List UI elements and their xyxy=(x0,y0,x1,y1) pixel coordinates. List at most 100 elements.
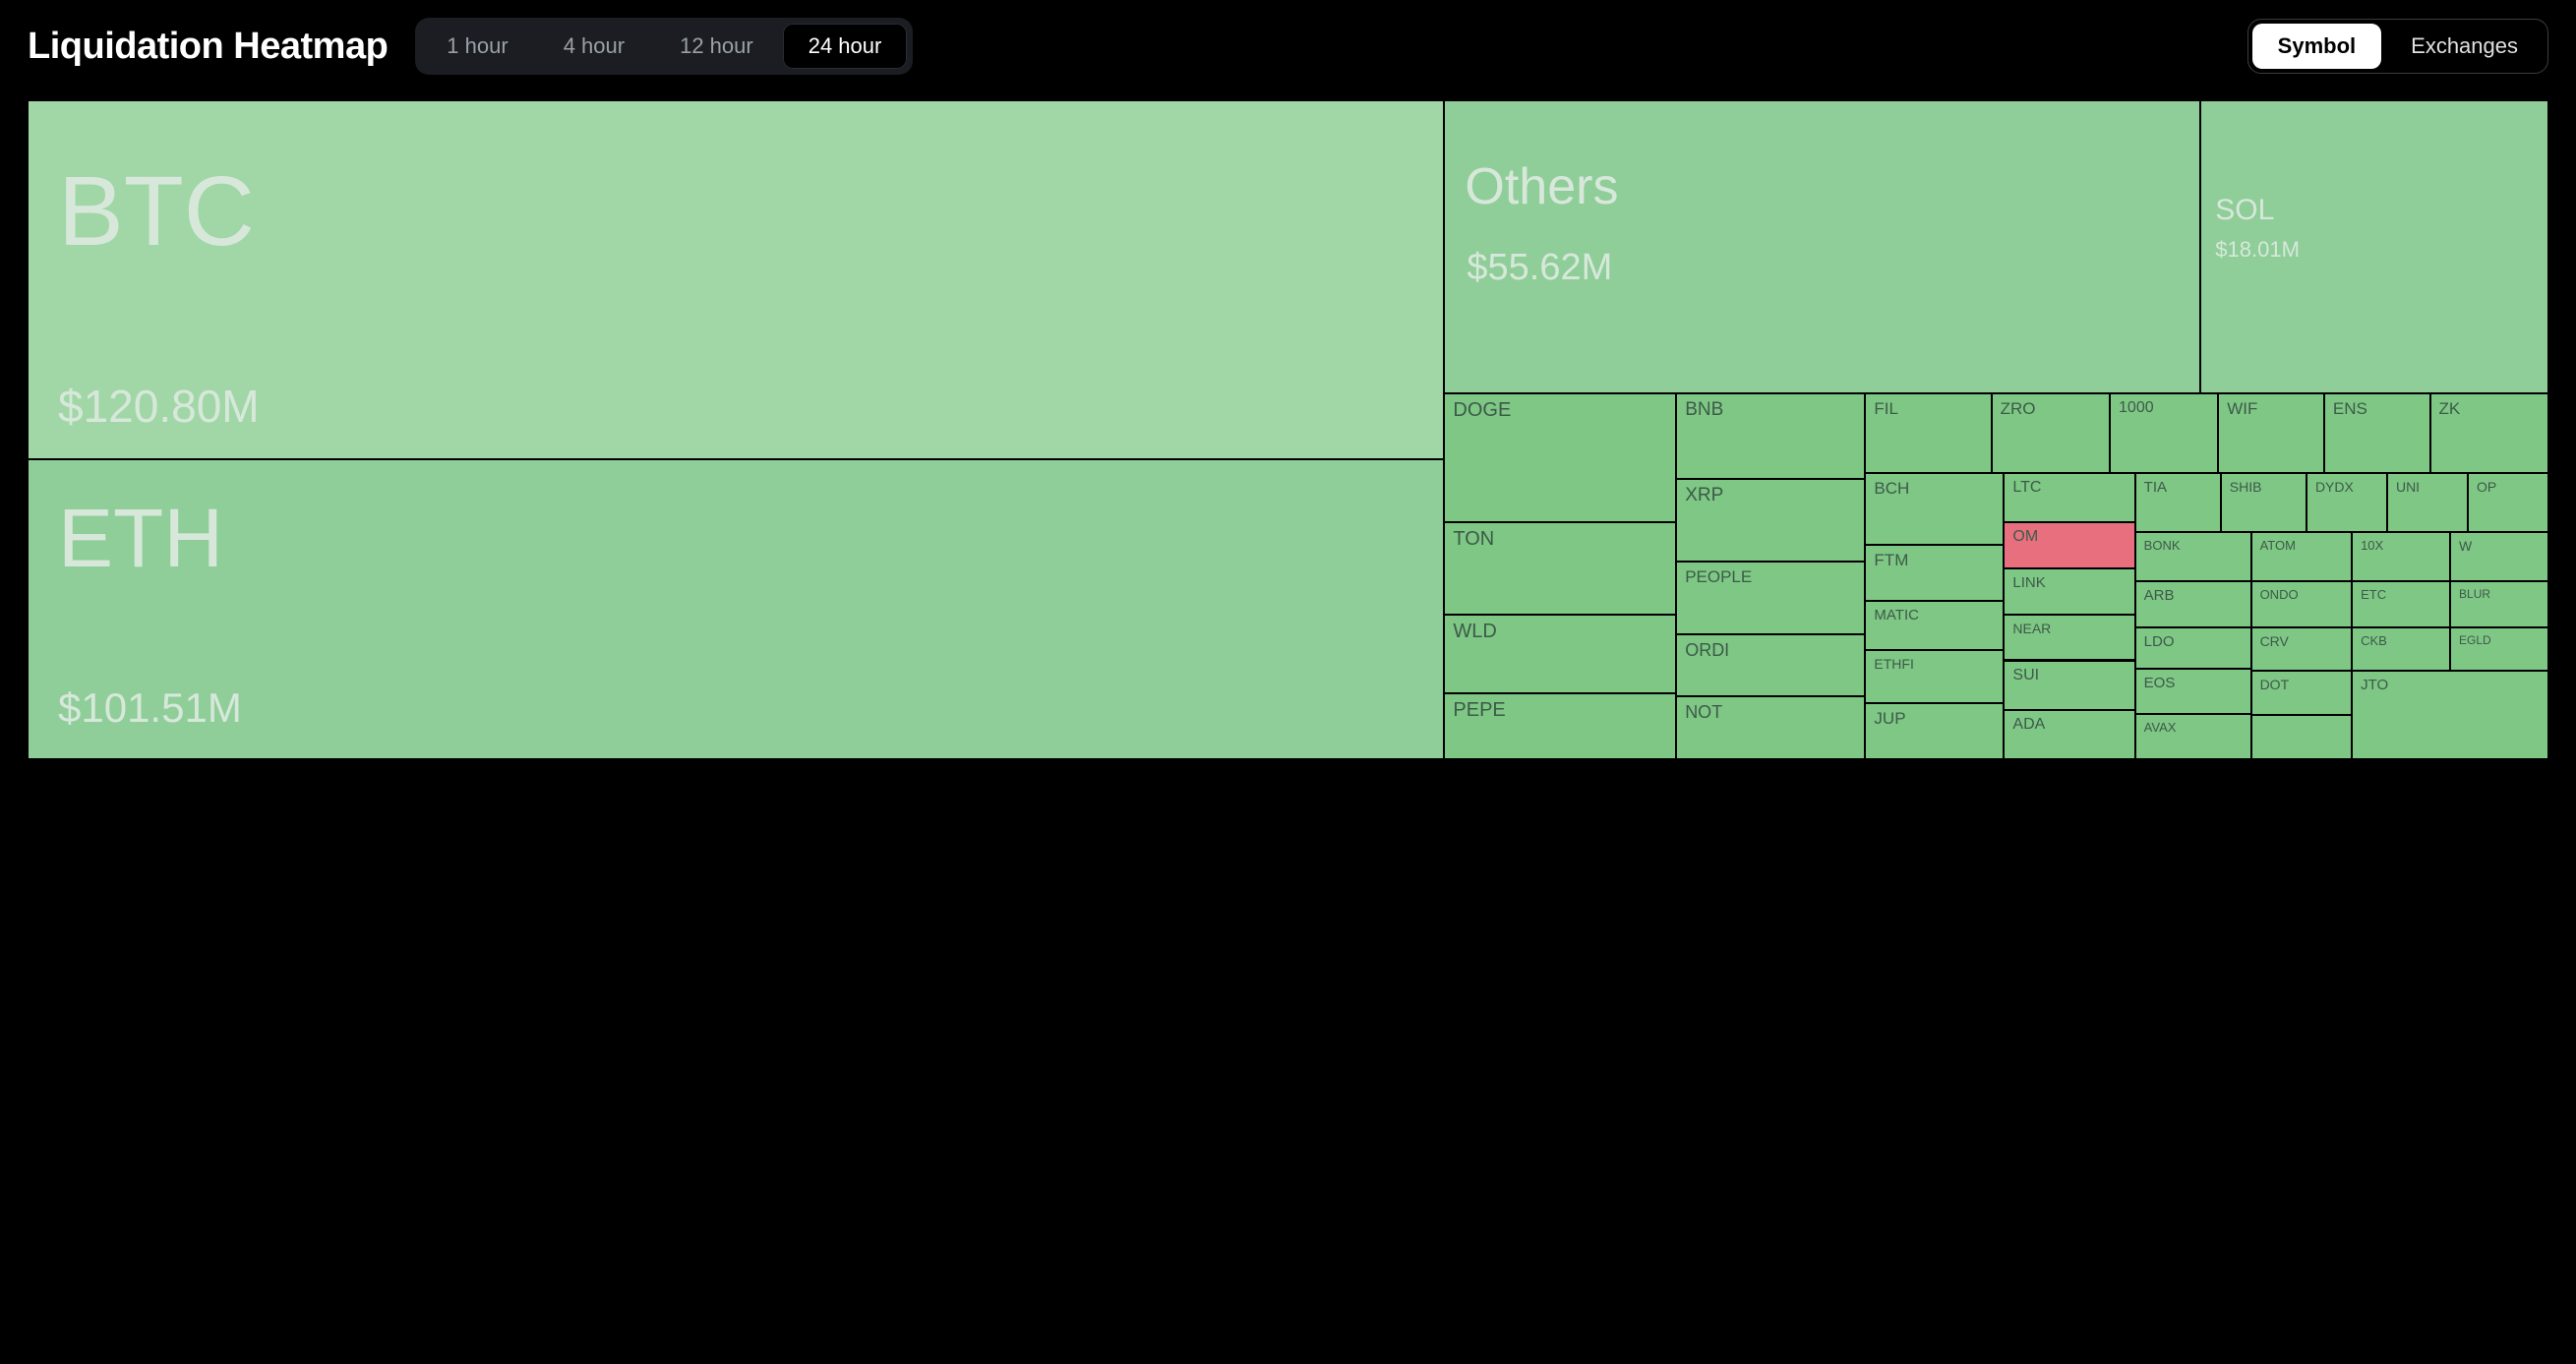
tile-symbol: LTC xyxy=(2012,480,2041,497)
treemap-tile-tia[interactable]: TIA xyxy=(2135,473,2221,532)
tile-symbol: PEOPLE xyxy=(1685,568,1752,586)
treemap-tile-1000[interactable]: 1000 xyxy=(2110,393,2218,472)
tile-symbol: TON xyxy=(1453,529,1494,550)
treemap-tile-op[interactable]: OP xyxy=(2468,473,2548,532)
tile-symbol: WLD xyxy=(1453,622,1496,642)
tile-symbol: ETHFI xyxy=(1874,657,1913,672)
tile-symbol: JUP xyxy=(1874,710,1905,728)
tile-symbol: LDO xyxy=(2144,634,2175,650)
tile-symbol: SUI xyxy=(2012,668,2039,684)
treemap-tile-atom[interactable]: ATOM xyxy=(2251,532,2353,581)
treemap-tile-sol[interactable]: SOL$18.01M xyxy=(2200,100,2548,393)
mode-btn-symbol[interactable]: Symbol xyxy=(2252,24,2381,69)
treemap-tile-ton[interactable]: TON xyxy=(1444,522,1676,615)
treemap-tile-blur[interactable]: BLUR xyxy=(2450,581,2548,627)
treemap-tile-wld[interactable]: WLD xyxy=(1444,615,1676,693)
liquidation-treemap: BTC$120.80METH$101.51MOthers$55.62MSOL$1… xyxy=(28,100,2548,759)
treemap-tile-egld[interactable]: EGLD xyxy=(2450,627,2548,671)
treemap-tile-avax[interactable]: AVAX xyxy=(2135,714,2251,759)
tile-symbol: SHIB xyxy=(2230,480,2262,495)
treemap-tile-ltc[interactable]: LTC xyxy=(2004,473,2134,522)
treemap-tile-bch[interactable]: BCH xyxy=(1865,473,2004,546)
time-btn-24-hour[interactable]: 24 hour xyxy=(783,24,908,69)
treemap-tile-shib[interactable]: SHIB xyxy=(2221,473,2306,532)
time-btn-12-hour[interactable]: 12 hour xyxy=(654,24,779,69)
tile-symbol: BONK xyxy=(2144,539,2181,553)
treemap-tile-ftm[interactable]: FTM xyxy=(1865,545,2004,601)
view-mode-segment: SymbolExchanges xyxy=(2247,19,2548,74)
tile-symbol: MATIC xyxy=(1874,608,1919,623)
tile-value: $18.01M xyxy=(2215,239,2300,261)
tile-symbol: LINK xyxy=(2012,575,2045,591)
header: Liquidation Heatmap 1 hour4 hour12 hour2… xyxy=(28,18,2548,75)
treemap-tile-ondo[interactable]: ONDO xyxy=(2251,581,2353,627)
treemap-tile-blank[interactable] xyxy=(2251,715,2353,759)
treemap-tile-sui[interactable]: SUI xyxy=(2004,661,2134,710)
time-btn-4-hour[interactable]: 4 hour xyxy=(538,24,650,69)
treemap-tile-not[interactable]: NOT xyxy=(1676,696,1865,759)
time-btn-1-hour[interactable]: 1 hour xyxy=(421,24,533,69)
treemap-tile-jto[interactable]: JTO xyxy=(2352,671,2548,759)
tile-symbol: ORDI xyxy=(1685,641,1729,660)
tile-symbol: XRP xyxy=(1685,486,1723,505)
treemap-tile-matic[interactable]: MATIC xyxy=(1865,601,2004,650)
tile-symbol: EGLD xyxy=(2459,634,2491,647)
treemap-tile-bnb[interactable]: BNB xyxy=(1676,393,1865,479)
treemap-tile-dot[interactable]: DOT xyxy=(2251,671,2353,715)
time-range-segment: 1 hour4 hour12 hour24 hour xyxy=(415,18,913,75)
tile-symbol: BLUR xyxy=(2459,588,2490,601)
treemap-tile-near[interactable]: NEAR xyxy=(2004,615,2134,661)
tile-symbol: FTM xyxy=(1874,552,1908,569)
treemap-tile-crv[interactable]: CRV xyxy=(2251,627,2353,671)
treemap-tile-eth[interactable]: ETH$101.51M xyxy=(28,459,1444,759)
treemap-tile-eos[interactable]: EOS xyxy=(2135,669,2251,714)
treemap-tile-pepe[interactable]: PEPE xyxy=(1444,693,1676,759)
treemap-tile-jup[interactable]: JUP xyxy=(1865,703,2004,759)
treemap-tile-ldo[interactable]: LDO xyxy=(2135,627,2251,669)
tile-symbol: DOT xyxy=(2260,678,2290,692)
mode-btn-exchanges[interactable]: Exchanges xyxy=(2385,24,2544,69)
tile-symbol: ARB xyxy=(2144,588,2175,604)
treemap-tile-10x[interactable]: 10X xyxy=(2352,532,2450,581)
tile-symbol: ETC xyxy=(2361,588,2386,602)
tile-symbol: OM xyxy=(2012,529,2038,546)
treemap-tile-ens[interactable]: ENS xyxy=(2324,393,2430,472)
treemap-tile-link[interactable]: LINK xyxy=(2004,568,2134,615)
treemap-tile-om[interactable]: OM xyxy=(2004,522,2134,568)
treemap-tile-ordi[interactable]: ORDI xyxy=(1676,634,1865,697)
treemap-tile-ckb[interactable]: CKB xyxy=(2352,627,2450,671)
tile-symbol: W xyxy=(2459,539,2472,554)
treemap-tile-w[interactable]: W xyxy=(2450,532,2548,581)
tile-value: $120.80M xyxy=(58,384,260,429)
tile-symbol: PEPE xyxy=(1453,700,1505,721)
treemap-tile-zk[interactable]: ZK xyxy=(2430,393,2548,472)
treemap-tile-arb[interactable]: ARB xyxy=(2135,581,2251,627)
tile-symbol: BCH xyxy=(1874,480,1909,498)
treemap-tile-btc[interactable]: BTC$120.80M xyxy=(28,100,1444,459)
treemap-tile-ethfi[interactable]: ETHFI xyxy=(1865,650,2004,703)
treemap-tile-dydx[interactable]: DYDX xyxy=(2306,473,2387,532)
tile-symbol: WIF xyxy=(2227,400,2257,418)
treemap-tile-etc[interactable]: ETC xyxy=(2352,581,2450,627)
tile-symbol: TIA xyxy=(2144,480,2167,496)
treemap-tile-others[interactable]: Others$55.62M xyxy=(1444,100,2200,393)
page-title: Liquidation Heatmap xyxy=(28,26,388,68)
page-root: Liquidation Heatmap 1 hour4 hour12 hour2… xyxy=(0,0,2576,787)
tile-symbol: DOGE xyxy=(1453,400,1511,421)
treemap-tile-people[interactable]: PEOPLE xyxy=(1676,562,1865,634)
treemap-tile-doge[interactable]: DOGE xyxy=(1444,393,1676,522)
tile-symbol: ENS xyxy=(2333,400,2367,418)
tile-symbol: CRV xyxy=(2260,634,2289,649)
treemap-tile-xrp[interactable]: XRP xyxy=(1676,479,1865,562)
treemap-tile-bonk[interactable]: BONK xyxy=(2135,532,2251,581)
treemap-tile-ada[interactable]: ADA xyxy=(2004,710,2134,759)
treemap-tile-wif[interactable]: WIF xyxy=(2218,393,2324,472)
tile-symbol: ATOM xyxy=(2260,539,2296,553)
tile-symbol: FIL xyxy=(1874,400,1898,418)
treemap-tile-zro[interactable]: ZRO xyxy=(1992,393,2110,472)
tile-symbol: BNB xyxy=(1685,400,1723,420)
treemap-tile-uni[interactable]: UNI xyxy=(2387,473,2468,532)
tile-symbol: CKB xyxy=(2361,634,2387,648)
tile-symbol: OP xyxy=(2477,480,2496,495)
treemap-tile-fil[interactable]: FIL xyxy=(1865,393,1991,472)
